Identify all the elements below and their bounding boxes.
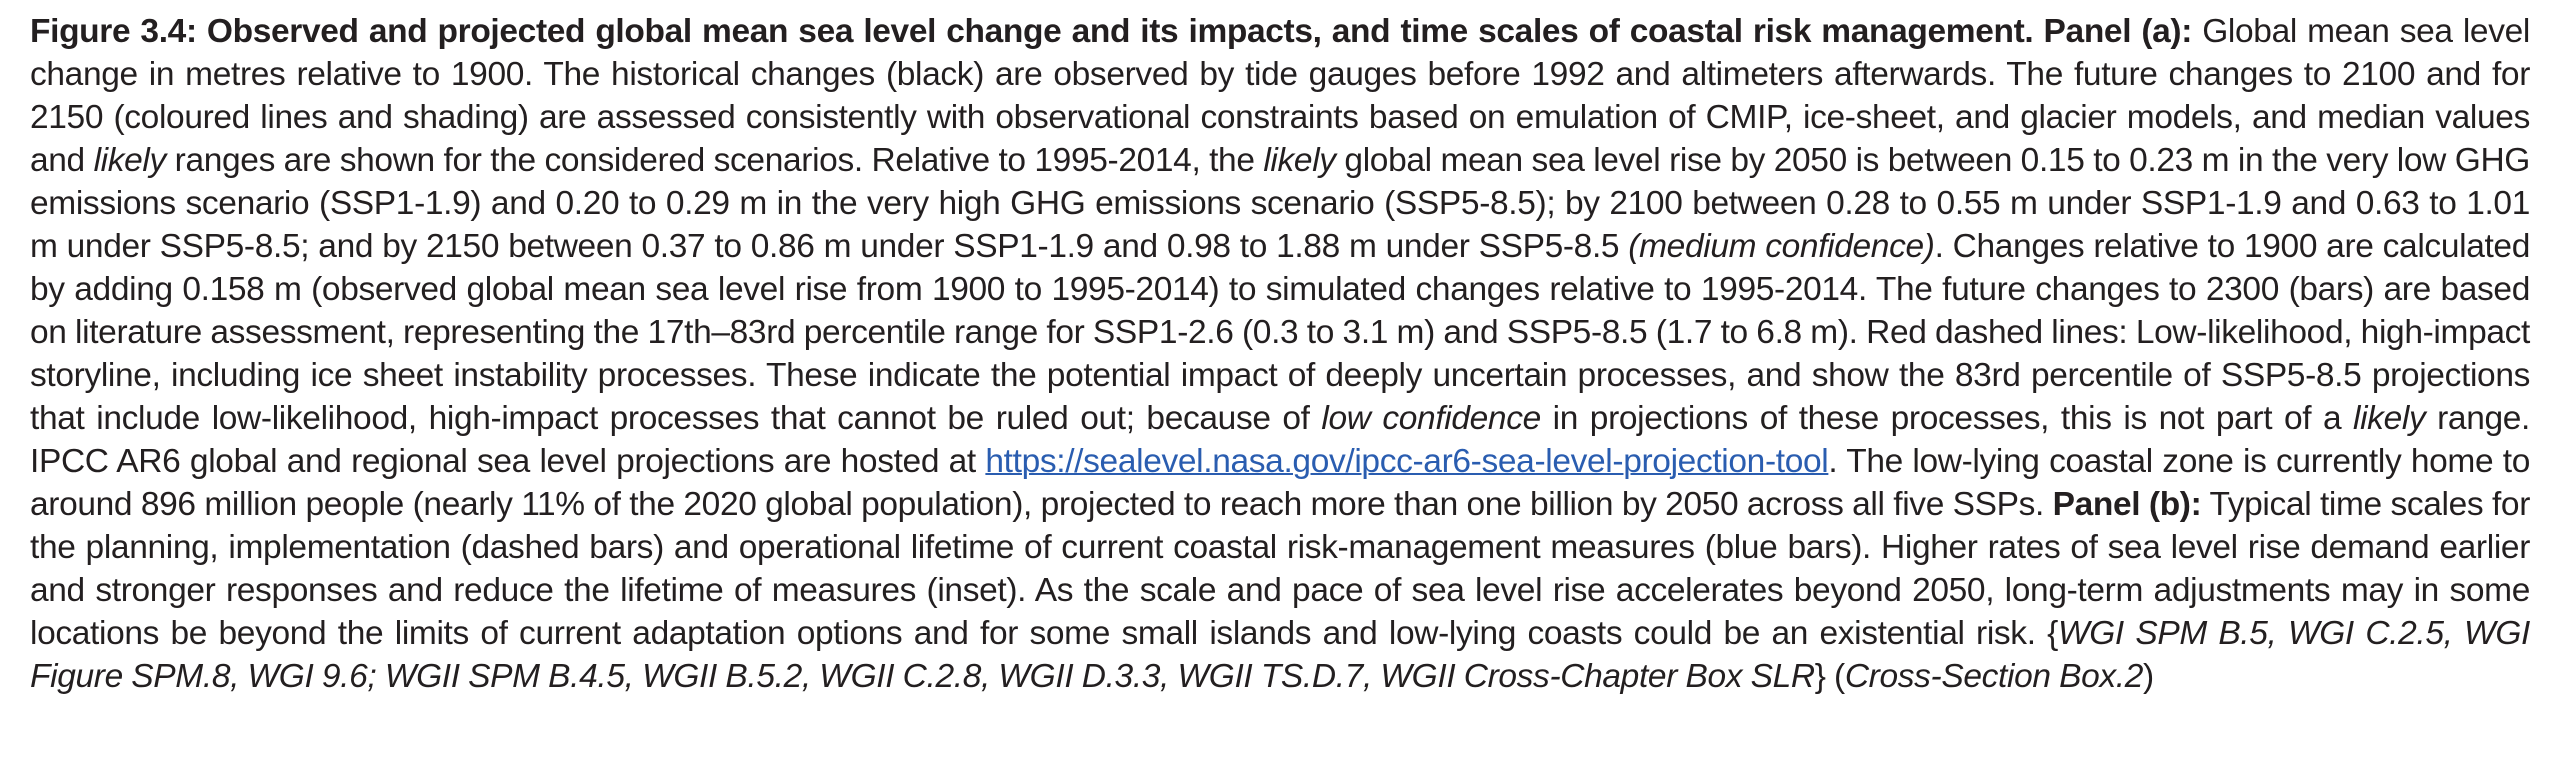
cross-section-reference: Cross-Section Box.2 bbox=[1844, 658, 2144, 695]
panel-a-text: range. IPCC AR6 global and regional sea … bbox=[30, 400, 2531, 480]
low-confidence-term: low confidence bbox=[1321, 400, 1541, 437]
figure-caption: Figure 3.4: Observed and projected globa… bbox=[30, 10, 2530, 698]
panel-a-label: Panel (a): bbox=[2043, 13, 2193, 50]
panel-b-text: Typical time scales for the planning, im… bbox=[30, 486, 2531, 652]
sea-level-projection-tool-link[interactable]: https://sealevel.nasa.gov/ipcc-ar6-sea-l… bbox=[985, 443, 1829, 480]
figure-title: Figure 3.4: Observed and projected globa… bbox=[30, 13, 2034, 50]
panel-b-text: } ( bbox=[1814, 658, 1845, 695]
panel-a-text: ranges are shown for the considered scen… bbox=[174, 142, 1255, 179]
panel-a-text: in projections of these processes, this … bbox=[1552, 400, 2342, 437]
panel-a-text: Global mean sea level change in metres r… bbox=[30, 13, 2530, 179]
panel-b-text: ) bbox=[2143, 658, 2154, 695]
panel-a-text: . Changes relative to 1900 are calculate… bbox=[30, 228, 2530, 437]
panel-a-text: . The low-lying coastal zone is currentl… bbox=[30, 443, 2530, 523]
references: WGI SPM B.5, WGI C.2.5, WGI Figure SPM.8… bbox=[30, 615, 2530, 695]
panel-a-text: global mean sea level rise by 2050 is be… bbox=[30, 142, 2530, 265]
likely-term: likely bbox=[1263, 142, 1336, 179]
medium-confidence-term: (medium confidence) bbox=[1628, 228, 1935, 265]
likely-term: likely bbox=[2353, 400, 2426, 437]
likely-term: likely bbox=[93, 142, 167, 179]
panel-b-label: Panel (b): bbox=[2052, 486, 2202, 523]
